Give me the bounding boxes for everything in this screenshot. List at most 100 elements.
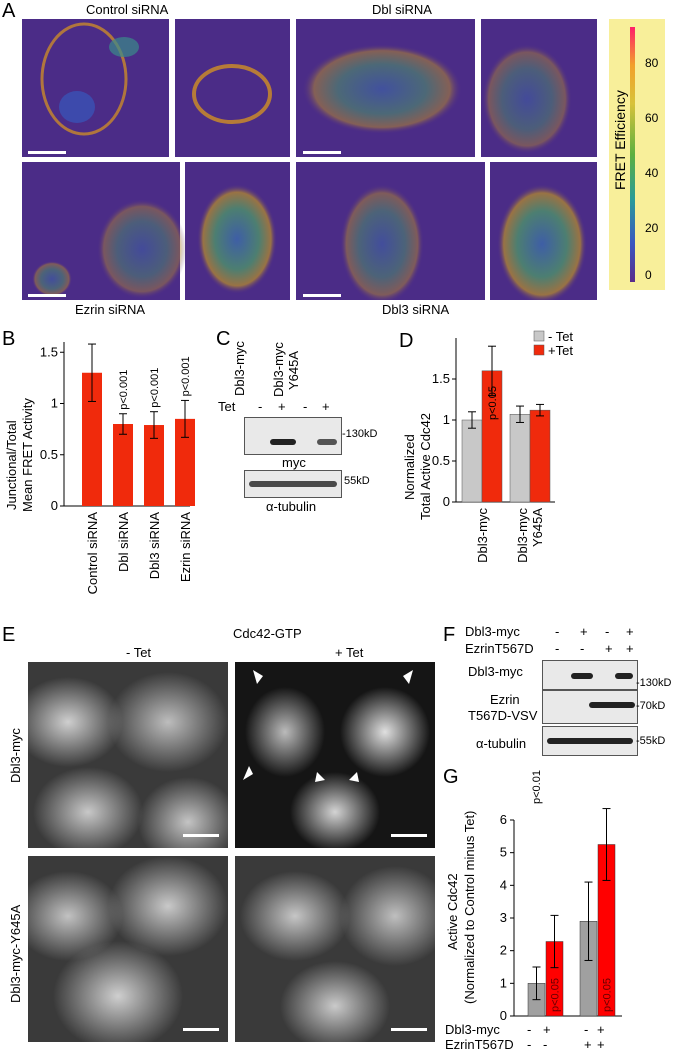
panel-c-sign-2: + <box>278 399 286 414</box>
panel-f-blot2-label-2: T567D-VSV <box>468 708 538 723</box>
p-value-label: p<0.05 <box>550 978 562 1012</box>
blot-f-ezrin <box>542 690 638 724</box>
panel-f-row2-label: EzrinT567D <box>465 641 534 656</box>
panel-f-row2-sign-1: - <box>555 641 560 656</box>
panel-f-row1-sign-1: - <box>555 624 560 639</box>
panel-g-ylabel-1: Active Cdc42 <box>445 873 460 950</box>
y-tick-label: 1 <box>500 975 507 990</box>
y-tick-label: 0 <box>500 1008 507 1023</box>
band <box>571 673 593 679</box>
colorbar-gradient <box>630 27 635 282</box>
panel-e-col-plus-tet: + Tet <box>335 645 364 660</box>
x-tick-label: Dbl3 siRNA <box>147 512 162 580</box>
arrowhead <box>403 670 413 684</box>
scale-bar-e1 <box>183 834 219 837</box>
y-tick-label: 0 <box>443 494 450 509</box>
arrowheads <box>243 670 413 782</box>
y-tick-label: 0.5 <box>40 447 58 462</box>
micrograph-dbl3-minus-tet <box>28 662 228 848</box>
legend-label: +Tet <box>548 343 573 358</box>
panel-letter-d: D <box>399 330 414 352</box>
panel-c-mw-130: -130kD <box>342 428 378 440</box>
panel-g-top-pvalue: p<0.01 <box>531 770 543 804</box>
band <box>615 673 633 679</box>
panel-e-row-dbl3-myc-y645a: Dbl3-myc-Y645A <box>8 904 23 1003</box>
y-tick-label: 1 <box>51 396 58 411</box>
colorbar-tick-0: 0 <box>645 268 652 282</box>
panel-f-blot3-label: α-tubulin <box>476 736 527 751</box>
y-tick-label: 5 <box>500 845 507 860</box>
bar <box>144 425 164 506</box>
panel-c-tubulin-label: α-tubulin <box>266 499 317 514</box>
panel-c-col1: Dbl3-myc <box>232 341 247 396</box>
panel-c-sign-3: - <box>303 399 308 414</box>
panel-c-sign-4: + <box>322 399 330 414</box>
blot-f-dbl3 <box>542 660 638 690</box>
y-tick-label: 1 <box>443 412 450 427</box>
panel-b-ylabel-2: Mean FRET Activity <box>20 398 35 512</box>
blot-f-tubulin <box>542 726 638 756</box>
arrowhead <box>349 772 359 782</box>
panel-f-row1-sign-2: + <box>580 624 588 639</box>
x-tick-label: Dbl siRNA <box>116 512 131 572</box>
panel-g-row2-label: EzrinT567D <box>445 1037 514 1052</box>
arrowhead <box>253 670 263 684</box>
panel-f-row2-sign-3: + <box>605 641 613 656</box>
bar <box>529 409 551 503</box>
p-value-label: p<0.05 <box>487 386 499 420</box>
scale-bar-e3 <box>183 1028 219 1031</box>
scale-bar-a4 <box>303 294 341 297</box>
colorbar-tick-20: 20 <box>645 221 659 235</box>
panel-f-mw-130: -130kD <box>636 677 672 689</box>
title-ezrin-sirna: Ezrin siRNA <box>75 302 146 317</box>
colorbar-tick-40: 40 <box>645 166 659 180</box>
micrograph-y645a-plus-tet <box>235 856 435 1042</box>
band <box>270 439 296 445</box>
panel-e-col-minus-tet: - Tet <box>126 645 152 660</box>
p-value-label: p<0.001 <box>180 356 192 396</box>
band <box>589 702 635 708</box>
panel-f-blot2-label-1: Ezrin <box>490 692 520 707</box>
panel-letter-c: C <box>216 328 231 350</box>
legend-swatch <box>533 344 545 356</box>
panel-g-row1-sign-1: - <box>527 1022 532 1037</box>
colorbar-tick-80: 80 <box>645 56 659 70</box>
p-value-label: p<0.001 <box>149 368 161 408</box>
panel-g-chart: 0 1 2 3 4 5 6 p<0.05 p<0.05 <box>500 808 622 1023</box>
blot-c-myc <box>244 417 342 455</box>
micrograph-dbl3-plus-tet <box>235 662 435 848</box>
scale-bar-e4 <box>391 1028 427 1031</box>
title-dbl-sirna: Dbl siRNA <box>372 2 432 17</box>
x-tick-label: Dbl3-myc <box>515 508 530 563</box>
bar <box>82 372 102 506</box>
bar <box>113 424 133 506</box>
arrowhead <box>315 772 325 782</box>
panel-f-row1-label: Dbl3-myc <box>465 624 520 639</box>
panel-c-col2-line1: Dbl3-myc <box>271 342 286 397</box>
panel-letter-f: F <box>443 624 456 646</box>
x-tick-label: Ezrin siRNA <box>178 512 193 582</box>
panel-letter-a: A <box>2 0 16 22</box>
p-value-label: p<0.05 <box>602 978 614 1012</box>
scale-bar-a3 <box>28 294 66 297</box>
panel-letter-b: B <box>2 328 16 350</box>
panel-f-row1-sign-3: - <box>605 624 610 639</box>
y-tick-label: 1.5 <box>40 344 58 359</box>
y-tick-label: 0 <box>51 498 58 513</box>
colorbar-panel <box>609 19 665 290</box>
panel-g-row1-label: Dbl3-myc <box>445 1022 500 1037</box>
blot-c-tubulin <box>244 470 342 498</box>
y-tick-label: 0.5 <box>432 453 450 468</box>
scale-bar-e2 <box>391 834 427 837</box>
p-value-label: p<0.001 <box>118 370 130 410</box>
panel-f-blot1-label: Dbl3-myc <box>468 664 523 679</box>
band <box>547 738 633 744</box>
micrograph-y645a-minus-tet <box>28 856 228 1042</box>
panel-g-row2-sign-1: - <box>527 1037 532 1052</box>
panel-g-row2-sign-3: + <box>584 1037 592 1052</box>
panel-g-row1-sign-2: + <box>543 1022 551 1037</box>
fret-image-control-1 <box>22 19 169 157</box>
panel-c-col2-line2: Y645A <box>286 350 301 390</box>
y-tick-label: 2 <box>500 943 507 958</box>
panel-d-ylabel-1: Normalized <box>402 434 417 500</box>
